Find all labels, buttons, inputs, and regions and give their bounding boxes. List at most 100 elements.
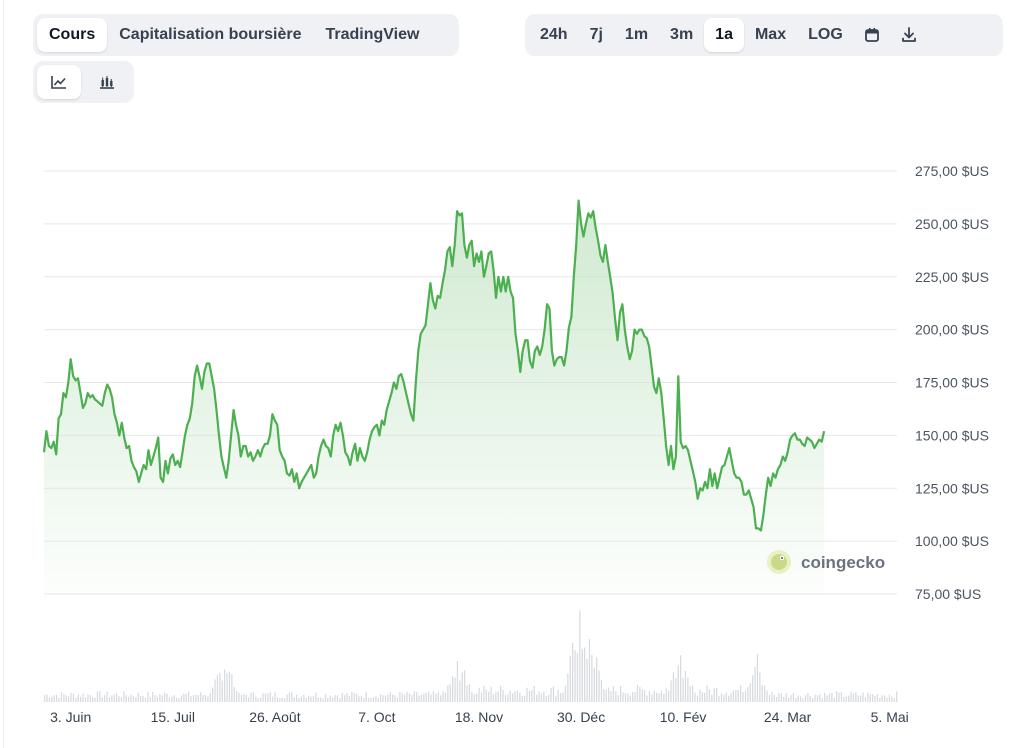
tab-tradingview[interactable]: TradingView [325, 26, 420, 43]
y-tick-label: 150,00 $US [915, 427, 989, 443]
volume-bar [224, 669, 226, 702]
volume-bar [747, 687, 749, 702]
volume-bar [564, 685, 567, 702]
volume-bar [848, 695, 850, 702]
y-tick-label: 100,00 $US [915, 533, 989, 549]
volume-bar [108, 697, 111, 702]
volume-bar [696, 695, 699, 702]
volume-bar [315, 692, 317, 702]
volume-bar [838, 692, 840, 702]
y-tick-label: 250,00 $US [915, 216, 989, 232]
volume-bar [154, 695, 156, 702]
volume-bar [670, 680, 672, 702]
volume-bar [804, 695, 807, 702]
volume-bar [262, 693, 264, 702]
range-7j[interactable]: 7j [589, 26, 603, 43]
volume-bar [735, 690, 737, 702]
volume-bar [449, 684, 451, 702]
volume-bar [754, 667, 756, 702]
volume-bar [761, 685, 763, 702]
range-3m[interactable]: 3m [670, 26, 694, 43]
range-1m[interactable]: 1m [624, 26, 649, 43]
tab-cours[interactable]: Cours [37, 18, 108, 52]
range-max[interactable]: Max [754, 26, 787, 43]
volume-bar [896, 691, 898, 702]
volume-bar [317, 697, 319, 702]
candlestick-button[interactable] [85, 65, 129, 99]
volume-bar [737, 690, 739, 702]
x-tick-label: 24. Mar [764, 709, 812, 725]
coingecko-watermark: coingecko [767, 550, 885, 574]
x-tick-label: 30. Déc [557, 709, 605, 725]
volume-bar [792, 692, 795, 702]
volume-bar [348, 696, 351, 702]
tab-capitalisation[interactable]: Capitalisation boursière [119, 26, 302, 43]
volume-bar [276, 697, 279, 702]
volume-bar [569, 655, 571, 702]
volume-bar [680, 655, 682, 702]
volume-bar [521, 695, 523, 702]
volume-bar [612, 686, 615, 702]
calendar-button[interactable] [854, 18, 890, 52]
volume-bar [732, 690, 735, 702]
volume-bar [639, 686, 641, 702]
volume-bar [641, 689, 643, 702]
download-button[interactable] [890, 18, 928, 52]
line-chart-button[interactable] [37, 65, 81, 99]
volume-bar [483, 685, 485, 702]
volume-bar [872, 694, 874, 702]
volume-bar [56, 694, 58, 702]
volume-bar [87, 694, 89, 702]
volume-bar [886, 697, 888, 702]
range-1a[interactable]: 1a [704, 18, 744, 52]
view-tabs: Cours Capitalisation boursière TradingVi… [33, 14, 459, 56]
volume-bar [644, 690, 646, 702]
volume-bar [156, 696, 159, 702]
volume-bar [476, 693, 478, 702]
volume-bar [581, 649, 583, 702]
volume-bar [850, 691, 852, 702]
volume-bar [411, 695, 413, 702]
y-tick-label: 225,00 $US [915, 269, 989, 285]
volume-bar [593, 667, 595, 702]
volume-bar [336, 695, 339, 702]
volume-bar [202, 695, 204, 702]
volume-bar [795, 697, 797, 702]
volume-bar [209, 693, 211, 702]
volume-bar [360, 695, 363, 702]
volume-bar [195, 694, 197, 702]
volume-bar [384, 695, 387, 702]
x-axis-labels: 3. Juin 15. Juil 26. Août 7. Oct 18. Nov 30. … [50, 709, 909, 725]
volume-bar [586, 658, 588, 702]
price-line [42, 199, 826, 532]
volume-bar [96, 691, 99, 702]
volume-bar [749, 683, 751, 702]
volume-bar [341, 693, 343, 702]
scale-log[interactable]: LOG [808, 26, 843, 43]
volume-bar [291, 692, 293, 702]
volume-bar [632, 692, 634, 702]
volume-bar [440, 695, 442, 702]
volume-bar [672, 672, 675, 702]
volume-bar [692, 685, 694, 702]
volume-bar [130, 694, 132, 702]
volume-bar [334, 695, 336, 702]
volume-bar [269, 692, 271, 702]
range-24h[interactable]: 24h [540, 26, 568, 43]
volume-bar [168, 697, 171, 702]
volume-bar [94, 698, 96, 702]
volume-bar [207, 696, 209, 702]
volume-bar [752, 675, 754, 702]
volume-bar [358, 696, 360, 702]
volume-bar [356, 693, 358, 702]
volume-bar [456, 661, 459, 702]
volume-bar [728, 695, 730, 702]
volume-bar [92, 697, 94, 702]
volume-bar [243, 694, 245, 702]
volume-bar [248, 697, 250, 702]
volume-bar [128, 696, 130, 702]
volume-bar [579, 610, 581, 702]
volume-bar [689, 686, 691, 702]
volume-bar [653, 690, 655, 702]
